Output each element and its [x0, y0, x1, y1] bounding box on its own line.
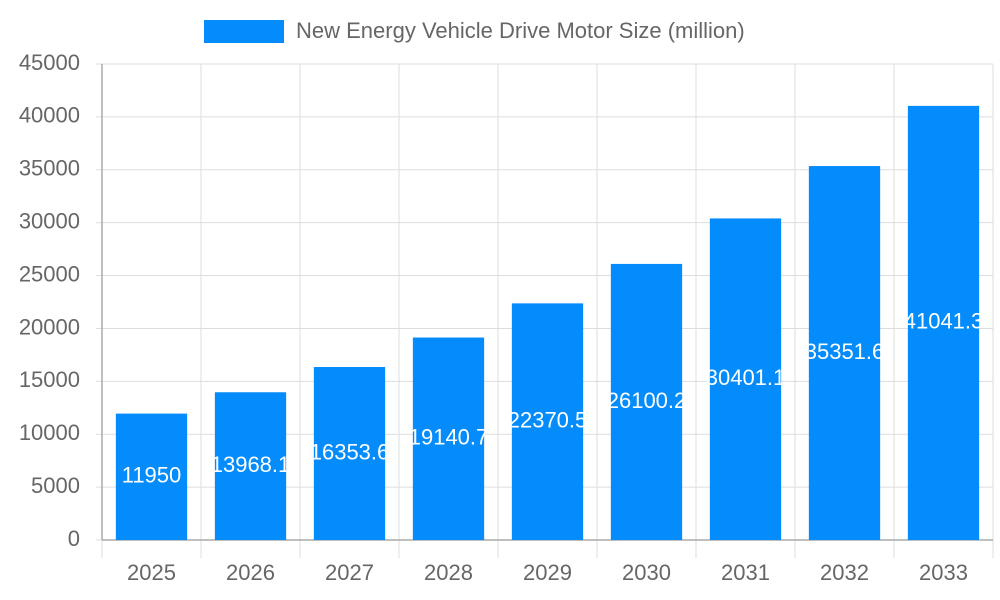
bar	[313, 367, 386, 540]
bar	[214, 392, 287, 540]
y-tick-label: 5000	[31, 473, 80, 498]
x-tick-label: 2025	[127, 560, 176, 585]
data-label: 30401.1	[706, 365, 786, 390]
data-label: 41041.3	[904, 309, 984, 334]
y-tick-label: 10000	[19, 420, 80, 445]
x-tick-label: 2030	[622, 560, 671, 585]
x-tick-label: 2033	[919, 560, 968, 585]
y-tick-label: 15000	[19, 367, 80, 392]
x-tick-label: 2032	[820, 560, 869, 585]
bar	[709, 218, 782, 540]
y-tick-label: 35000	[19, 156, 80, 181]
data-label: 26100.2	[607, 388, 687, 413]
bar	[412, 337, 485, 540]
data-label: 19140.7	[409, 425, 489, 450]
x-tick-label: 2031	[721, 560, 770, 585]
data-label: 35351.6	[805, 339, 885, 364]
x-tick-label: 2027	[325, 560, 374, 585]
y-tick-label: 20000	[19, 314, 80, 339]
legend-swatch	[204, 20, 284, 43]
data-label: 22370.5	[508, 407, 588, 432]
bar	[907, 105, 980, 540]
y-tick-label: 0	[68, 526, 80, 551]
data-label: 16353.6	[310, 439, 390, 464]
bar	[808, 166, 881, 540]
y-tick-label: 40000	[19, 103, 80, 128]
data-label: 13968.1	[211, 452, 291, 477]
x-tick-label: 2026	[226, 560, 275, 585]
data-label: 11950	[122, 463, 182, 488]
x-tick-label: 2028	[424, 560, 473, 585]
x-tick-label: 2029	[523, 560, 572, 585]
bar	[511, 303, 584, 540]
y-tick-label: 25000	[19, 261, 80, 286]
bar	[610, 263, 683, 540]
y-tick-label: 30000	[19, 208, 80, 233]
bar	[115, 413, 188, 540]
legend-label: New Energy Vehicle Drive Motor Size (mil…	[296, 18, 745, 43]
y-tick-label: 45000	[19, 50, 80, 75]
